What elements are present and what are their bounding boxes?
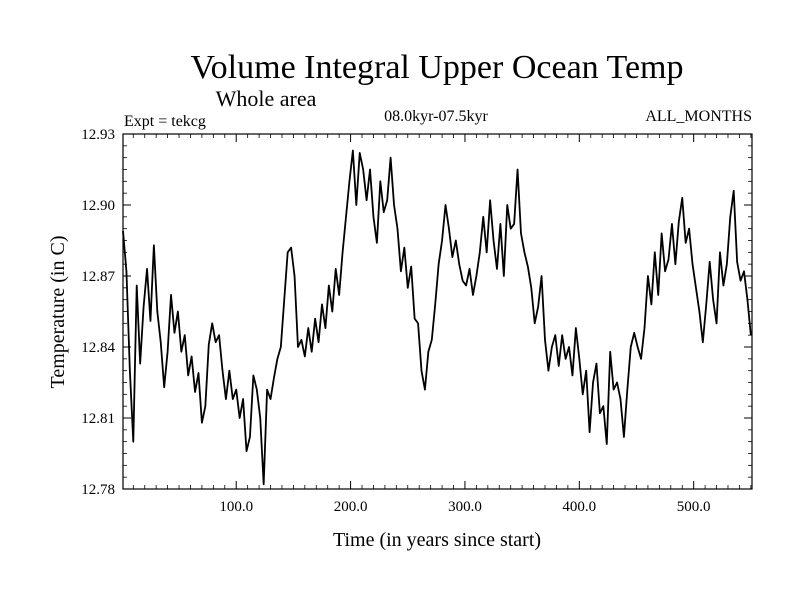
x-tick-label: 500.0 bbox=[677, 499, 711, 515]
x-tick-label: 100.0 bbox=[219, 499, 253, 515]
period-label: 08.0kyr-07.5kyr bbox=[384, 108, 488, 125]
temperature-series-line bbox=[122, 149, 752, 486]
chart-subtitle: Whole area bbox=[216, 86, 317, 111]
y-tick-label: 12.87 bbox=[81, 269, 115, 285]
x-tick-label: 300.0 bbox=[448, 499, 482, 515]
y-axis-label: Temperature (in C) bbox=[47, 236, 69, 389]
months-label: ALL_MONTHS bbox=[645, 108, 752, 125]
y-tick-label: 12.93 bbox=[81, 127, 115, 143]
y-tick-label: 12.90 bbox=[81, 198, 115, 214]
y-axis-tick-labels: 12.78 12.81 12.84 12.87 12.90 12.93 bbox=[81, 127, 115, 498]
y-tick-label: 12.84 bbox=[81, 340, 115, 356]
x-tick-label: 200.0 bbox=[334, 499, 368, 515]
experiment-label: Expt = tekcg bbox=[124, 113, 206, 130]
chart-title: Volume Integral Upper Ocean Temp bbox=[191, 49, 684, 86]
x-axis-tick-labels: 100.0 200.0 300.0 400.0 500.0 bbox=[219, 499, 710, 515]
plot-frame bbox=[122, 133, 753, 490]
y-tick-label: 12.78 bbox=[81, 482, 115, 498]
y-axis-ticks bbox=[123, 133, 752, 490]
x-axis-ticks bbox=[132, 134, 752, 489]
y-tick-label: 12.81 bbox=[81, 411, 115, 427]
x-axis-label: Time (in years since start) bbox=[333, 529, 541, 551]
x-tick-label: 400.0 bbox=[562, 499, 596, 515]
